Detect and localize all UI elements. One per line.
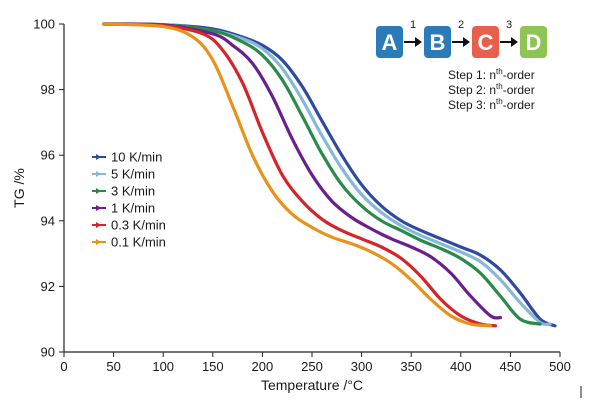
y-ticks: 90 92 94 96 98 100 [33, 17, 64, 360]
y-tick-label: 96 [41, 148, 55, 163]
diagram-node-b [424, 26, 451, 58]
x-tick-label: 300 [351, 359, 373, 374]
legend-marker [96, 171, 101, 177]
step-label: Step 1: nth-order [448, 67, 535, 82]
legend-marker [96, 205, 101, 211]
y-axis-title: TG /% [11, 168, 27, 208]
diagram-node-c [472, 26, 499, 58]
x-tick-label: 400 [450, 359, 472, 374]
x-tick-label: 0 [60, 359, 67, 374]
y-tick-label: 100 [33, 17, 55, 32]
x-tick-label: 150 [202, 359, 224, 374]
legend-label: 5 K/min [111, 167, 155, 182]
legend-marker [96, 222, 101, 228]
x-tick-label: 100 [152, 359, 174, 374]
step-label: Step 3: nth-order [448, 97, 535, 112]
diagram-node-label: B [430, 30, 446, 55]
diagram-node-d [520, 26, 547, 58]
diagram-arrow-label: 3 [506, 19, 512, 31]
legend-marker [96, 239, 101, 245]
legend: 10 K/min 5 K/min 3 K/min 1 K/min 0.3 K/min 0.… [92, 150, 166, 250]
series-line-0 [102, 22, 557, 328]
y-tick-label: 94 [41, 213, 55, 228]
x-axis-title: Temperature /°C [261, 377, 363, 393]
diagram-arrow-label: 1 [410, 19, 416, 31]
legend-marker [96, 154, 101, 160]
x-tick-label: 50 [106, 359, 120, 374]
legend-label: 1 K/min [111, 201, 155, 216]
diagram-arrowhead [415, 37, 422, 47]
series-line-2 [102, 22, 542, 326]
x-ticks: 0 50 100 150 200 250 300 350 400 450 500 [60, 352, 571, 374]
x-tick-label: 200 [252, 359, 274, 374]
y-tick-label: 90 [41, 345, 55, 360]
plot-lines [102, 22, 557, 328]
legend-label: 3 K/min [111, 184, 155, 199]
series-line-1 [102, 22, 552, 327]
legend-label: 0.1 K/min [111, 235, 166, 250]
diagram-node-a [376, 26, 403, 58]
y-tick-label: 98 [41, 82, 55, 97]
diagram-node-label: C [478, 30, 494, 55]
x-tick-label: 450 [500, 359, 522, 374]
step-label: Step 2: nth-order [448, 82, 535, 97]
series-line-3 [102, 22, 503, 320]
x-tick-label: 250 [301, 359, 323, 374]
diagram-node-label: A [382, 30, 398, 55]
x-tick-label: 350 [400, 359, 422, 374]
series-line-5 [102, 22, 493, 328]
legend-label: 0.3 K/min [111, 218, 166, 233]
diagram-node-label: D [526, 30, 542, 55]
legend-marker [96, 188, 101, 194]
diagram-arrow-label: 2 [458, 19, 464, 31]
diagram-arrowhead [463, 37, 470, 47]
diagram-arrowhead [511, 37, 518, 47]
reaction-diagram: A B C D 1 2 3 [376, 19, 547, 58]
y-tick-label: 92 [41, 279, 55, 294]
x-tick-label: 500 [549, 359, 571, 374]
series-line-4 [102, 22, 498, 328]
legend-label: 10 K/min [111, 150, 162, 165]
